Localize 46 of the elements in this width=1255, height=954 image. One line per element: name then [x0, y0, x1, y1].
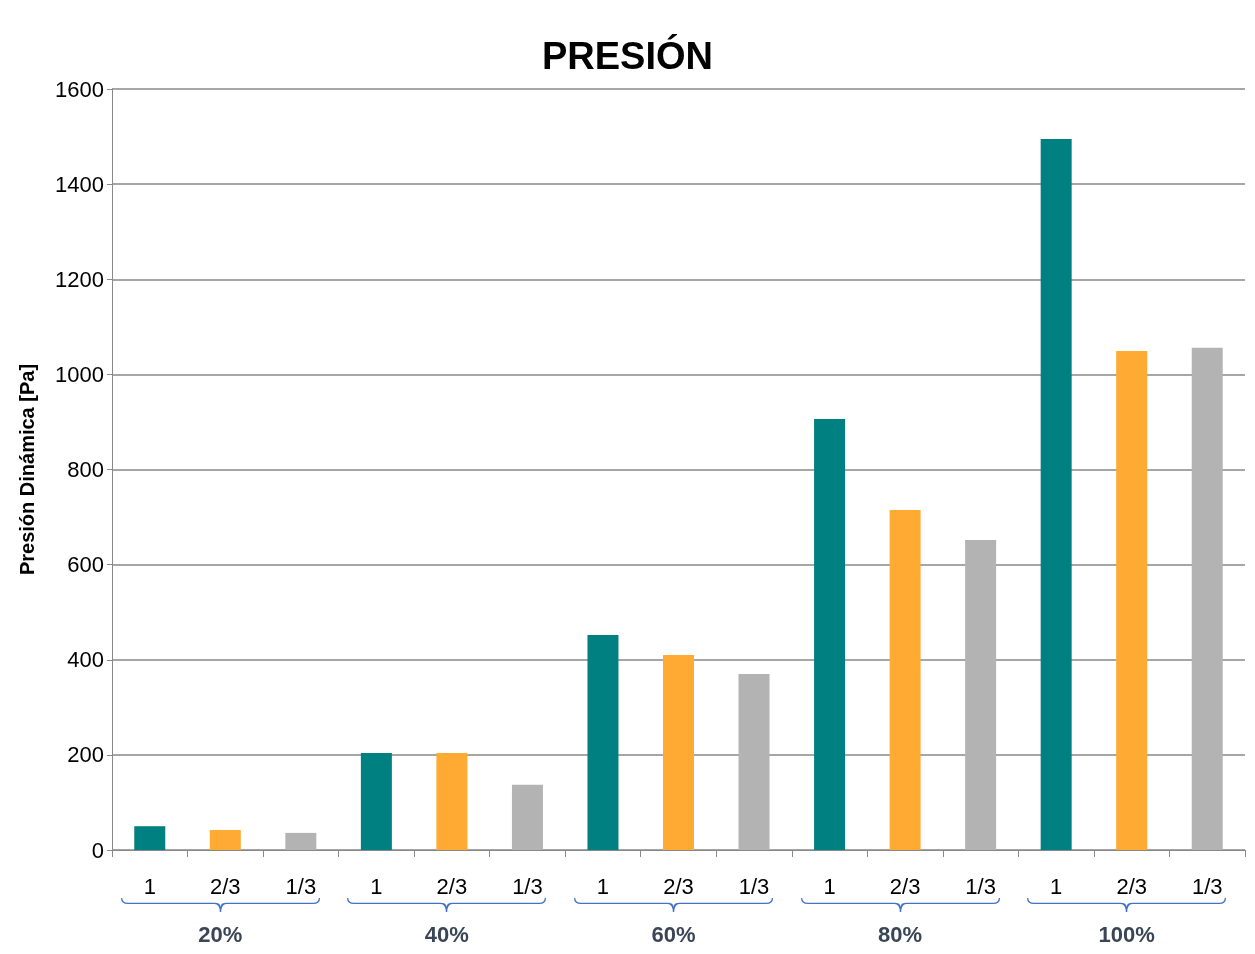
x-tick-label: 1 [823, 873, 836, 899]
bar [663, 654, 694, 850]
x-tick-label: 2/3 [436, 873, 468, 899]
y-tick-label: 800 [67, 457, 104, 482]
bar [1191, 347, 1223, 850]
y-tick-label: 1000 [55, 361, 104, 387]
bar [209, 830, 241, 850]
x-tick-label: 1 [143, 873, 156, 899]
bar [587, 635, 619, 850]
x-tick-label: 2/3 [663, 873, 694, 899]
y-tick-label: 200 [67, 742, 104, 768]
text: 20% [198, 922, 243, 948]
x-tick-label: 1/3 [512, 873, 543, 899]
text: 100% [1098, 922, 1155, 948]
bar [511, 784, 543, 850]
text: 60% [651, 922, 696, 948]
bar [134, 826, 166, 850]
x-tick-label: 2/3 [889, 873, 921, 899]
text: 40% [424, 922, 469, 948]
y-tick-label: 1200 [55, 266, 104, 292]
chart-title: PRESIÓN [541, 34, 714, 77]
bar [436, 752, 468, 850]
bar [814, 419, 846, 850]
x-tick-label: 1/3 [1191, 873, 1223, 899]
x-tick-label: 1 [596, 873, 610, 899]
bar [285, 832, 317, 850]
x-tick-label: 1 [1050, 873, 1063, 899]
bar [360, 752, 392, 850]
x-tick-label: 2/3 [1116, 873, 1147, 899]
bar [1040, 138, 1072, 850]
x-tick-label: 1/3 [965, 873, 996, 899]
bar [889, 509, 921, 850]
x-tick-label: 1 [370, 873, 383, 899]
y-tick-label: 600 [67, 552, 104, 578]
bar [1116, 351, 1148, 850]
x-tick-label: 1/3 [738, 873, 770, 899]
x-tick-label: 1/3 [285, 873, 317, 899]
y-tick-label: 0 [91, 837, 104, 863]
text: 80% [878, 922, 923, 948]
y-tick-label: 1600 [55, 76, 104, 102]
y-tick-label: 1400 [55, 171, 104, 197]
y-tick-label: 400 [67, 647, 104, 673]
y-axis-title: Presión Dinámica [Pa] [16, 363, 38, 576]
bar [738, 674, 770, 850]
x-tick-label: 2/3 [210, 873, 241, 899]
bar [965, 539, 997, 850]
